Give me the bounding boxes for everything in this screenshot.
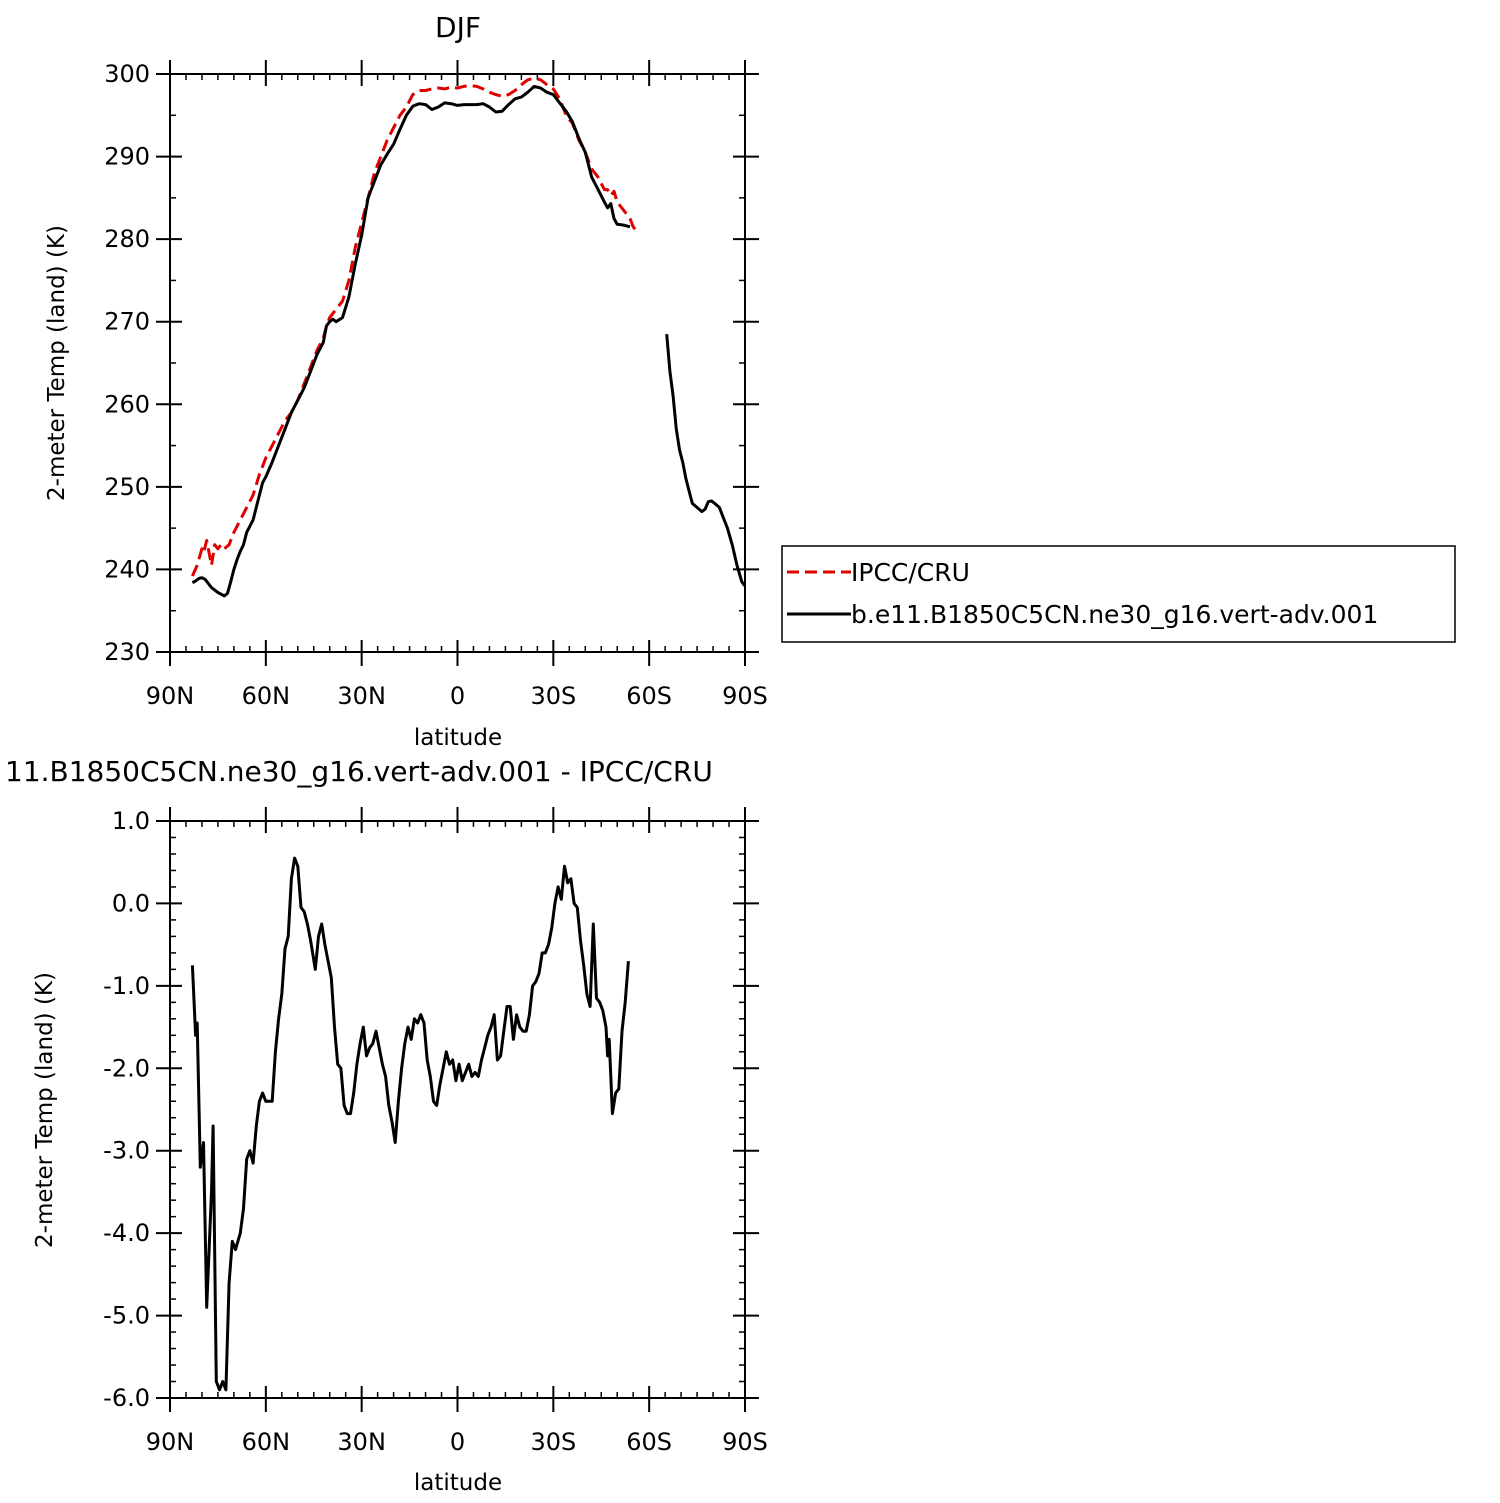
bottom-y-tick-label: -2.0: [103, 1054, 150, 1082]
bottom-ticks: -6.0 -5.0 -4.0 -3.0 -2.0 -1.0 0.0 1.0 90N 60N 30N 0…: [103, 807, 768, 1456]
top-y-tick-label: 240: [104, 555, 150, 583]
top-y-tick-label: 280: [104, 225, 150, 253]
bottom-y-tick-label: -6.0: [103, 1384, 150, 1412]
top-panel: DJF 230 240 250 260 270 280 290 300 90N 60N 30N 0 30…: [44, 11, 768, 751]
bottom-y-axis-label: 2-meter Temp (land) (K): [32, 972, 58, 1248]
top-x-tick-label: 30S: [530, 682, 576, 710]
bottom-series-line-0: [190, 856, 630, 1392]
legend-label-model: b.e11.B1850C5CN.ne30_g16.vert-adv.001: [851, 600, 1378, 629]
top-plot-frame: [169, 73, 746, 653]
top-x-axis-label: latitude: [414, 725, 502, 751]
bottom-x-tick-label: 0: [450, 1428, 465, 1456]
top-x-tick-label: 0: [450, 682, 465, 710]
bottom-x-tick-label: 60S: [626, 1428, 672, 1456]
bottom-x-tick-label: 30S: [530, 1428, 576, 1456]
top-y-axis-label: 2-meter Temp (land) (K): [44, 225, 70, 501]
bottom-x-tick-label: 60N: [242, 1428, 291, 1456]
bottom-series: [190, 856, 630, 1392]
bottom-x-tick-label: 90N: [146, 1428, 195, 1456]
top-chart-title: DJF: [435, 11, 481, 44]
legend-box: [781, 545, 1456, 643]
top-y-tick-label: 290: [104, 143, 150, 171]
bottom-chart-title: 11.B1850C5CN.ne30_g16.vert-adv.001 - IPC…: [5, 755, 713, 788]
bottom-y-tick-label: -4.0: [103, 1219, 150, 1247]
top-x-tick-label: 30N: [337, 682, 386, 710]
top-x-tick-label: 60N: [242, 682, 291, 710]
bottom-y-tick-label: 1.0: [112, 807, 150, 835]
legend-label-ipcc: IPCC/CRU: [851, 558, 970, 587]
top-series-line-1: [191, 84, 631, 598]
top-x-tick-label: 90S: [722, 682, 768, 710]
bottom-y-tick-label: -1.0: [103, 972, 150, 1000]
bottom-y-tick-label: 0.0: [112, 889, 150, 917]
bottom-x-axis-label: latitude: [414, 1470, 502, 1496]
bottom-panel: 11.B1850C5CN.ne30_g16.vert-adv.001 - IPC…: [5, 755, 768, 1496]
top-y-tick-label: 270: [104, 308, 150, 336]
top-y-tick-label: 250: [104, 473, 150, 501]
bottom-y-tick-label: -3.0: [103, 1137, 150, 1165]
top-y-tick-label: 230: [104, 638, 150, 666]
top-x-tick-label: 60S: [626, 682, 672, 710]
bottom-x-tick-label: 30N: [337, 1428, 386, 1456]
top-y-tick-label: 260: [104, 390, 150, 418]
legend: IPCC/CRU b.e11.B1850C5CN.ne30_g16.vert-a…: [781, 545, 1456, 643]
bottom-plot-frame: [169, 820, 746, 1399]
top-y-tick-label: 300: [104, 60, 150, 88]
bottom-y-tick-label: -5.0: [103, 1302, 150, 1330]
top-ticks: 230 240 250 260 270 280 290 300 90N 60N 30N 0 30S 60S…: [104, 60, 768, 710]
bottom-x-tick-label: 90S: [722, 1428, 768, 1456]
top-series-line-2: [665, 333, 747, 587]
top-series: [191, 76, 747, 598]
top-x-tick-label: 90N: [146, 682, 195, 710]
